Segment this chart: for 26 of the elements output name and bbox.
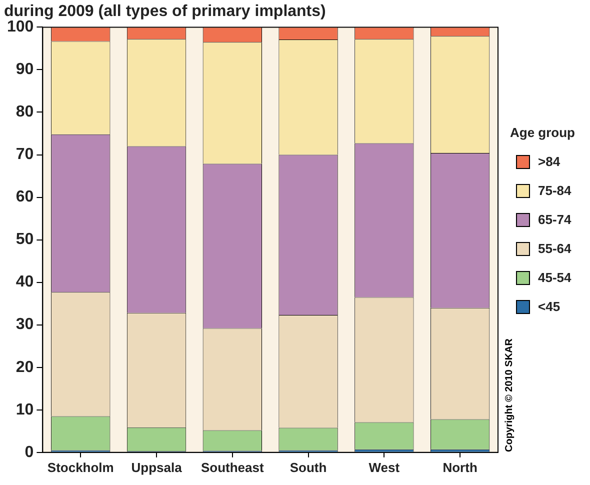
legend-label: >84 <box>538 154 560 169</box>
x-tick-label: West <box>368 460 400 475</box>
x-tick-label: North <box>442 460 478 475</box>
legend-label: 45-54 <box>538 270 572 285</box>
y-tick-label: 80 <box>16 104 34 121</box>
y-tick-label: 30 <box>16 316 34 334</box>
x-tick-label: Stockholm <box>47 460 114 475</box>
y-tick-label: 50 <box>16 231 34 248</box>
y-tick-label: 20 <box>16 358 34 376</box>
y-tick-label: 90 <box>16 61 34 78</box>
x-tick-label: South <box>290 460 327 475</box>
text: Copyright © 2010 SKAR <box>504 338 515 452</box>
x-tick-label: Southeast <box>200 460 264 475</box>
y-tick-label: 60 <box>16 188 34 206</box>
y-tick-label: 10 <box>16 401 34 418</box>
legend-title: Age group <box>510 125 575 140</box>
legend-label: <45 <box>538 299 560 314</box>
y-tick-label: 70 <box>16 146 34 164</box>
text: 65-74 <box>538 212 572 227</box>
y-tick-label: 0 <box>24 444 34 461</box>
x-tick-label: Uppsala <box>131 460 183 475</box>
legend-label: 55-64 <box>538 241 572 256</box>
legend-label: 75-84 <box>538 183 572 198</box>
y-tick-label: 100 <box>6 18 34 36</box>
chart-title: during 2009 (all types of primary implants) <box>4 3 326 20</box>
y-tick-label: 40 <box>16 274 34 291</box>
